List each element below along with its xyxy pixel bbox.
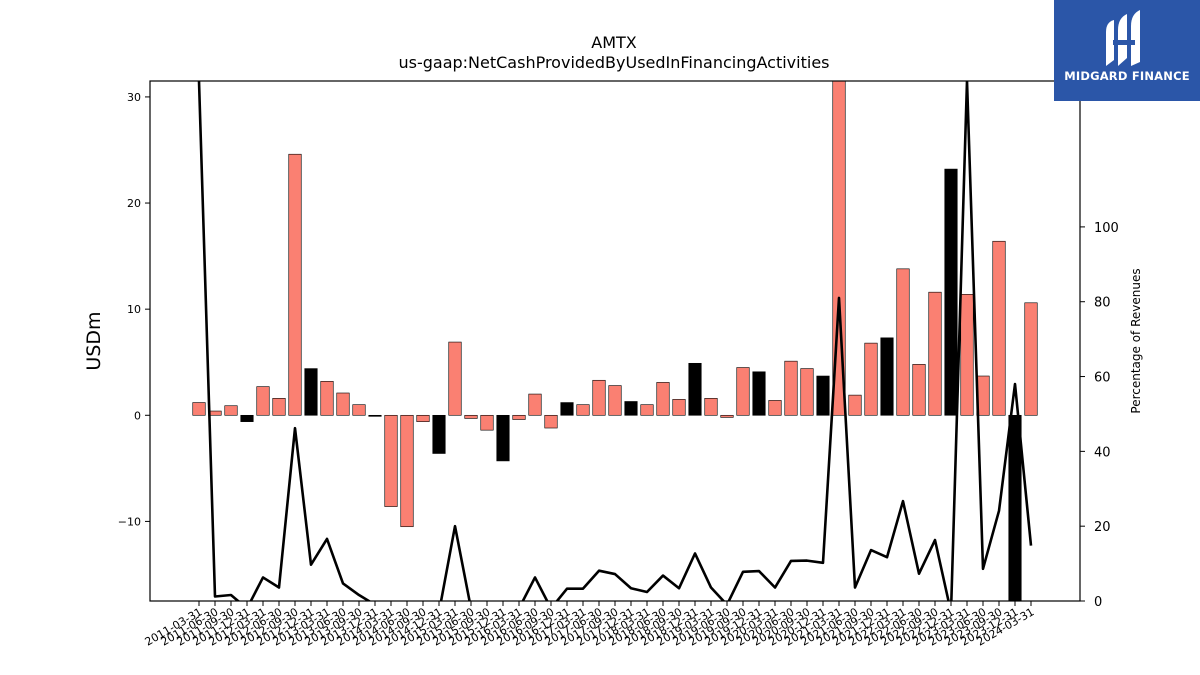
bar-2016-09-30 [544,414,558,429]
bar-2014-03-31 [384,414,398,507]
bar-2018-09-30 [672,399,686,416]
bar-2021-09-30 [864,342,878,416]
bar-2011-12-31 [240,414,254,422]
y-tick-label: 20 [127,197,141,210]
bar-2019-09-30 [736,367,750,416]
bar-2012-12-31 [304,368,318,416]
midgard-finance-logo: MIDGARD FINANCE [1054,0,1200,101]
bar-2015-06-30 [464,414,478,419]
y-tick-label: 10 [127,303,141,316]
bar-2022-03-31 [896,268,910,416]
logo-text: MIDGARD FINANCE [1064,69,1190,83]
bar-2019-12-31 [752,371,766,416]
bar-2022-06-30 [912,364,926,416]
bar-2021-12-31 [880,337,894,416]
bar-2013-12-31 [368,414,382,417]
bar-2017-03-31 [576,404,590,416]
bar-2012-06-30 [272,398,286,416]
midgard-logo-icon [1106,10,1140,66]
y2-tick-label: 80 [1094,296,1111,311]
bar-2016-06-30 [528,393,542,416]
bar-2012-03-31 [256,386,270,416]
bar-2013-09-30 [352,404,366,416]
bar-2014-06-30 [400,414,414,528]
bar-2017-09-30 [608,385,622,416]
bar-2015-03-31 [448,341,462,416]
bar-2013-06-30 [336,392,350,416]
bar-2021-06-30 [848,394,862,416]
bar-2014-09-30 [416,414,430,422]
y2-axis-label: Percentage of Revenues [1129,268,1143,413]
line-group [197,81,1033,601]
bar-2023-09-30 [992,240,1006,416]
y-axis: −10 0 10 20 30 [118,91,150,528]
x-axis: 2011-03-312011-06-302011-09-302011-12-31… [143,601,1037,649]
bar-2015-12-31 [496,414,510,462]
bar-2024-03-31 [1024,302,1038,416]
bars-group [192,80,1038,602]
y-axis-label: USDm [83,311,105,370]
bar-2018-12-31 [688,362,702,416]
bar-2013-03-31 [320,381,334,416]
bar-2011-09-30 [224,405,238,416]
chart-title: AMTX [591,33,637,52]
bar-2011-03-31 [192,402,206,416]
bar-2015-09-30 [480,414,494,431]
bar-2020-09-30 [800,368,814,416]
y-tick-label: 0 [134,409,141,422]
y2-axis: 0 20 40 60 80 100 [1080,221,1119,610]
bar-2020-06-30 [784,360,798,416]
bar-2017-06-30 [592,379,606,416]
bar-2020-03-31 [768,400,782,416]
bar-2022-12-31 [944,168,958,416]
bar-2022-09-30 [928,291,942,416]
bar-2023-12-31 [1008,414,1022,602]
bar-2018-06-30 [656,382,670,416]
y2-tick-label: 20 [1094,520,1111,535]
y2-tick-label: 40 [1094,445,1111,460]
bar-2016-03-31 [512,414,526,420]
y-tick-label: 30 [127,91,141,104]
bar-2012-09-30 [288,153,302,416]
y2-tick-label: 60 [1094,371,1111,386]
bar-2018-03-31 [640,404,654,416]
bar-2016-12-31 [560,402,574,416]
bar-2023-03-31 [960,294,974,416]
bar-2017-12-31 [624,401,638,416]
chart-subtitle: us-gaap:NetCashProvidedByUsedInFinancing… [398,53,829,72]
y2-tick-label: 100 [1094,221,1119,236]
bar-2014-12-31 [432,414,446,454]
y-tick-label: −10 [118,515,141,528]
bar-2019-06-30 [720,414,734,418]
y2-tick-label: 0 [1094,595,1102,610]
bar-2019-03-31 [704,398,718,416]
bar-2020-12-31 [816,375,830,416]
revenue-percentage-line [197,81,1033,601]
